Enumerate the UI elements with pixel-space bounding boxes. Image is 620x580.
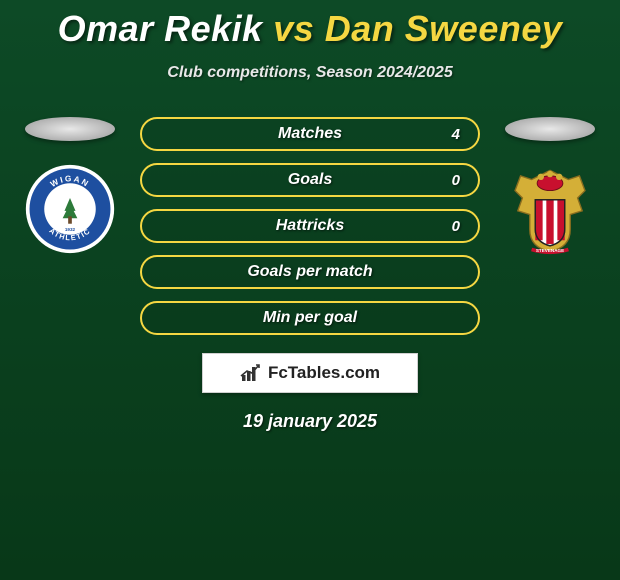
stat-label: Goals per match [247, 263, 372, 281]
subtitle: Club competitions, Season 2024/2025 [0, 64, 620, 82]
svg-text:1932: 1932 [65, 227, 76, 232]
stat-row: Min per goal [140, 301, 480, 335]
branding-badge: FcTables.com [202, 353, 418, 393]
stat-row: Goals 0 [140, 163, 480, 197]
date-text: 19 january 2025 [0, 411, 620, 432]
player1-avatar-placeholder [25, 117, 115, 141]
svg-text:STEVENAGE: STEVENAGE [536, 248, 564, 253]
main-layout: WIGAN ATHLETIC 1932 Matches4Goals0Hattri… [0, 117, 620, 335]
stat-row: Matches 4 [140, 117, 480, 151]
stat-value: 0 [452, 218, 460, 235]
stat-row: Hattricks 0 [140, 209, 480, 243]
vs-text: vs [273, 8, 314, 49]
stevenage-crest-icon: STEVENAGE [504, 163, 596, 255]
stat-label: Min per goal [263, 309, 357, 327]
stat-label: Hattricks [276, 217, 344, 235]
player2-avatar-placeholder [505, 117, 595, 141]
comparison-title: Omar Rekik vs Dan Sweeney [0, 0, 620, 50]
player2-name: Dan Sweeney [325, 8, 563, 49]
wigan-athletic-crest-icon: WIGAN ATHLETIC 1932 [24, 163, 116, 255]
branding-text: FcTables.com [268, 363, 380, 383]
left-side: WIGAN ATHLETIC 1932 [20, 117, 120, 255]
right-side: STEVENAGE [500, 117, 600, 255]
chart-icon [240, 363, 262, 383]
stats-column: Matches 4 Goals 0 Hattricks 0 Goals per match M… [140, 117, 480, 335]
player1-name: Omar Rekik [58, 8, 263, 49]
stat-value: 0 [452, 172, 460, 189]
stat-value: 4 [452, 126, 460, 143]
stat-row: Goals per match [140, 255, 480, 289]
stat-label: Matches [278, 125, 342, 143]
stat-label: Goals [288, 171, 332, 189]
